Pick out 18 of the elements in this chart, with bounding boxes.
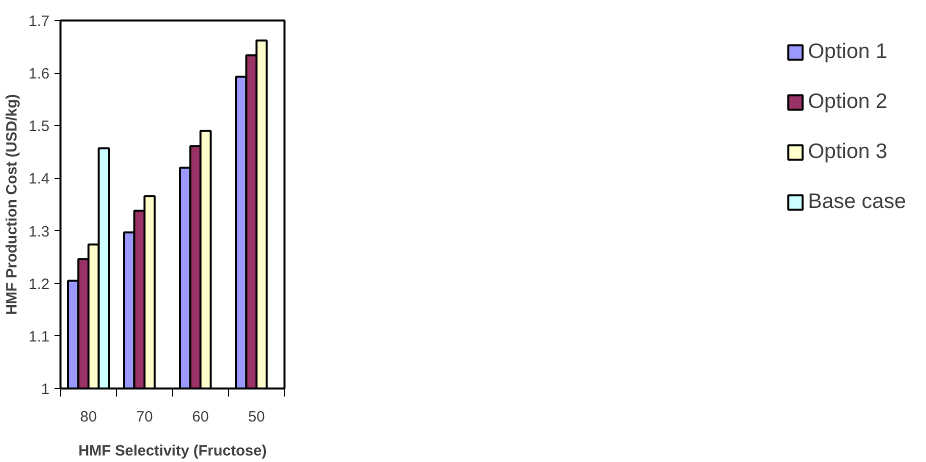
legend-label: Base case <box>808 190 906 214</box>
x-tick-label: 70 <box>136 408 153 426</box>
x-tick-label: 50 <box>248 408 265 426</box>
y-tick-label: 1.1 <box>28 328 50 346</box>
x-tick-label: 60 <box>192 408 209 426</box>
y-tick-label: 1.4 <box>28 170 50 188</box>
y-tick-label: 1.3 <box>28 223 50 240</box>
x-tick-label: 80 <box>80 408 97 426</box>
legend-label: Option 3 <box>808 140 888 164</box>
y-axis-title: HMF Production Cost (USD/kg) <box>4 94 21 315</box>
y-tick-label: 1.6 <box>28 66 50 83</box>
legend-label: Option 2 <box>808 90 888 114</box>
y-tick-label: 1.5 <box>28 118 50 136</box>
x-axis-title: HMF Selectivity (Fructose) <box>78 442 267 460</box>
y-tick-label: 1 <box>41 381 50 398</box>
y-tick-label: 1.2 <box>28 276 50 293</box>
y-tick-label: 1.7 <box>28 13 50 30</box>
legend-label: Option 1 <box>808 40 888 64</box>
